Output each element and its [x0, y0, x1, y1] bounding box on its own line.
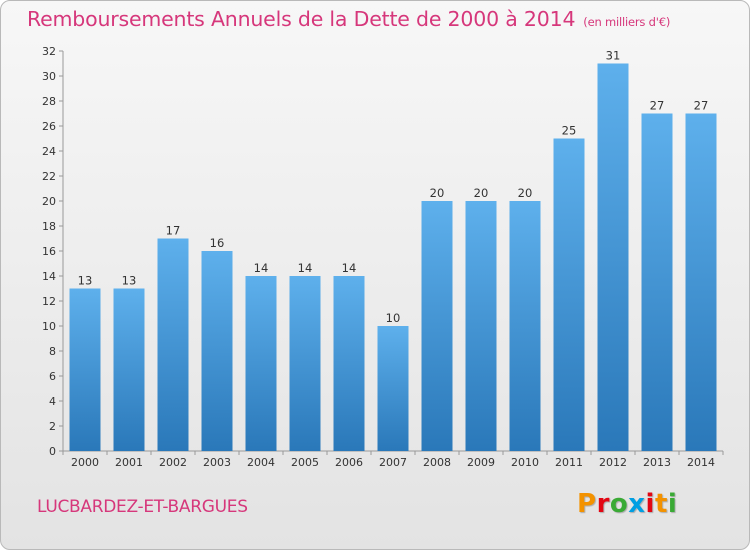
y-tick-label: 14 — [42, 270, 56, 283]
x-tick-label: 2005 — [291, 456, 319, 469]
x-tick-label: 2006 — [335, 456, 363, 469]
bar — [113, 288, 145, 451]
logo-letter: x — [628, 489, 646, 519]
x-tick-label: 2013 — [643, 456, 671, 469]
data-label: 20 — [518, 186, 533, 200]
data-label: 13 — [78, 274, 93, 288]
logo-letter: o — [609, 489, 629, 519]
x-tick-label: 2010 — [511, 456, 539, 469]
x-tick-label: 2011 — [555, 456, 583, 469]
bar — [553, 138, 585, 451]
logo-letter: i — [645, 489, 655, 519]
data-label: 14 — [298, 261, 313, 275]
y-tick-label: 26 — [42, 120, 56, 133]
data-label: 17 — [166, 224, 181, 238]
y-tick-label: 10 — [42, 320, 56, 333]
data-label: 31 — [606, 49, 621, 63]
data-label: 14 — [342, 261, 357, 275]
data-label: 27 — [650, 99, 665, 113]
logo-letter: t — [654, 489, 668, 519]
x-tick-label: 2009 — [467, 456, 495, 469]
y-tick-label: 28 — [42, 95, 56, 108]
y-tick-label: 30 — [42, 70, 56, 83]
bar — [641, 113, 673, 451]
x-tick-label: 2012 — [599, 456, 627, 469]
logo-letter: P — [577, 489, 597, 519]
y-tick-label: 22 — [42, 170, 56, 183]
proxiti-logo: Proxiti — [577, 489, 677, 519]
y-tick-label: 4 — [49, 395, 56, 408]
y-tick-label: 32 — [42, 45, 56, 58]
x-tick-label: 2003 — [203, 456, 231, 469]
bar — [201, 251, 233, 451]
bar — [333, 276, 365, 451]
data-label: 20 — [430, 186, 445, 200]
x-tick-label: 2000 — [71, 456, 99, 469]
data-label: 10 — [386, 311, 401, 325]
y-tick-label: 6 — [49, 370, 56, 383]
bar — [245, 276, 277, 451]
y-tick-label: 8 — [49, 345, 56, 358]
bar — [597, 63, 629, 451]
bars — [69, 63, 717, 451]
data-label: 27 — [694, 99, 709, 113]
x-tick-label: 2004 — [247, 456, 275, 469]
y-tick-label: 24 — [42, 145, 56, 158]
x-tick-label: 2001 — [115, 456, 143, 469]
chart-title-text: Remboursements Annuels de la Dette de 20… — [27, 7, 576, 31]
commune-name: LUCBARDEZ-ET-BARGUES — [37, 497, 248, 517]
data-label: 13 — [122, 274, 137, 288]
data-label: 14 — [254, 261, 269, 275]
x-tick-label: 2002 — [159, 456, 187, 469]
y-tick-label: 16 — [42, 245, 56, 258]
logo-letter: i — [667, 489, 678, 519]
bar — [157, 238, 189, 451]
chart-unit: (en milliers d'€) — [583, 15, 671, 29]
bar — [421, 201, 453, 451]
y-tick-label: 20 — [42, 195, 56, 208]
y-tick-label: 18 — [42, 220, 56, 233]
bar — [289, 276, 321, 451]
bar — [69, 288, 101, 451]
bar — [465, 201, 497, 451]
x-tick-label: 2007 — [379, 456, 407, 469]
data-label: 16 — [210, 236, 225, 250]
logo-letter: r — [596, 489, 610, 519]
x-tick-label: 2014 — [687, 456, 715, 469]
chart-title: Remboursements Annuels de la Dette de 20… — [27, 7, 670, 31]
x-tick-label: 2008 — [423, 456, 451, 469]
y-tick-label: 12 — [42, 295, 56, 308]
data-labels: 13 13 17 16 14 14 14 10 20 20 20 25 31 27 27 — [78, 49, 709, 326]
y-tick-label: 0 — [49, 445, 56, 458]
data-label: 20 — [474, 186, 489, 200]
bar — [377, 326, 409, 451]
y-tick-label: 2 — [49, 420, 56, 433]
bar — [509, 201, 541, 451]
bar — [685, 113, 717, 451]
data-label: 25 — [562, 124, 577, 138]
